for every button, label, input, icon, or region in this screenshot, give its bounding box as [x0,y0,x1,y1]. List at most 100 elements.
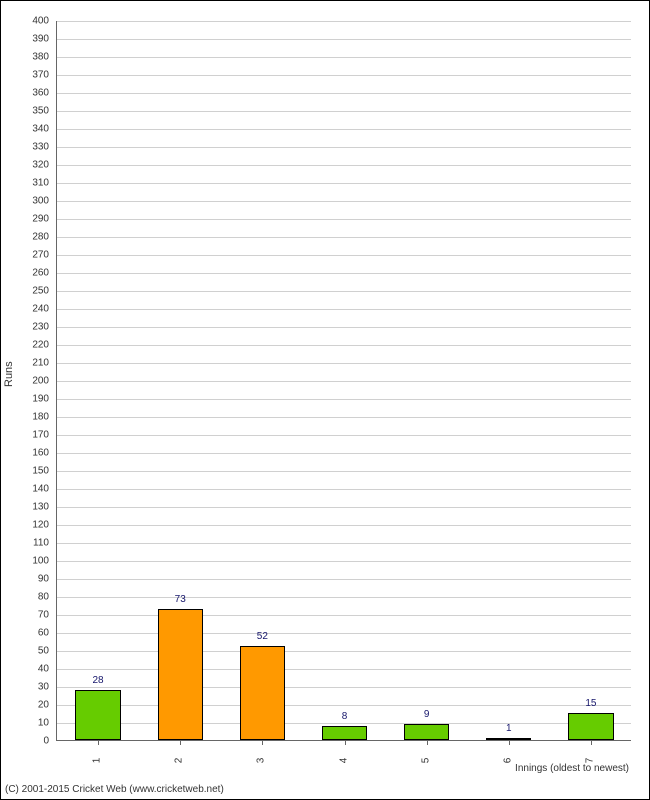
ytick-label: 10 [19,718,49,729]
gridline [57,165,631,166]
ytick-label: 350 [19,106,49,117]
gridline [57,147,631,148]
bar-value-label: 73 [175,594,186,605]
ytick-label: 210 [19,358,49,369]
ytick-label: 260 [19,268,49,279]
ytick-label: 340 [19,124,49,135]
copyright-text: (C) 2001-2015 Cricket Web (www.cricketwe… [5,784,224,795]
ytick-label: 250 [19,286,49,297]
ytick-label: 370 [19,70,49,81]
gridline [57,417,631,418]
ytick-label: 20 [19,700,49,711]
ytick-label: 30 [19,682,49,693]
gridline [57,525,631,526]
bar-value-label: 9 [424,709,430,720]
xtick-mark [98,740,99,745]
ytick-label: 400 [19,16,49,27]
gridline [57,507,631,508]
gridline [57,273,631,274]
xtick-label: 7 [584,758,595,764]
xtick-mark [427,740,428,745]
gridline [57,399,631,400]
gridline [57,183,631,184]
plot-area: 28735289115 [56,21,631,741]
ytick-label: 80 [19,592,49,603]
chart-frame: 28735289115 Runs Innings (oldest to newe… [0,0,650,800]
gridline [57,579,631,580]
ytick-label: 320 [19,160,49,171]
xtick-mark [345,740,346,745]
bar-value-label: 28 [93,675,104,686]
gridline [57,21,631,22]
xtick-label: 3 [256,758,267,764]
bar-value-label: 15 [585,698,596,709]
gridline [57,201,631,202]
bar [158,609,203,740]
gridline [57,327,631,328]
ytick-label: 150 [19,466,49,477]
bar-value-label: 8 [342,711,348,722]
gridline [57,723,631,724]
ytick-label: 310 [19,178,49,189]
gridline [57,237,631,238]
ytick-label: 360 [19,88,49,99]
xaxis-title: Innings (oldest to newest) [515,763,629,774]
ytick-label: 120 [19,520,49,531]
xtick-label: 1 [91,758,102,764]
gridline [57,705,631,706]
gridline [57,633,631,634]
gridline [57,255,631,256]
gridline [57,219,631,220]
ytick-label: 270 [19,250,49,261]
xtick-mark [591,740,592,745]
ytick-label: 40 [19,664,49,675]
gridline [57,381,631,382]
gridline [57,291,631,292]
bar [568,713,613,740]
ytick-label: 70 [19,610,49,621]
ytick-label: 190 [19,394,49,405]
ytick-label: 300 [19,196,49,207]
xtick-mark [509,740,510,745]
bar [240,646,285,740]
gridline [57,561,631,562]
gridline [57,543,631,544]
ytick-label: 60 [19,628,49,639]
ytick-label: 170 [19,430,49,441]
ytick-label: 50 [19,646,49,657]
bar [322,726,367,740]
ytick-label: 290 [19,214,49,225]
gridline [57,129,631,130]
ytick-label: 90 [19,574,49,585]
gridline [57,309,631,310]
ytick-label: 140 [19,484,49,495]
gridline [57,345,631,346]
ytick-label: 130 [19,502,49,513]
ytick-label: 200 [19,376,49,387]
ytick-label: 240 [19,304,49,315]
xtick-mark [180,740,181,745]
xtick-label: 5 [420,758,431,764]
gridline [57,57,631,58]
gridline [57,453,631,454]
ytick-label: 180 [19,412,49,423]
xtick-mark [262,740,263,745]
ytick-label: 110 [19,538,49,549]
gridline [57,363,631,364]
gridline [57,111,631,112]
gridline [57,687,631,688]
gridline [57,93,631,94]
ytick-label: 100 [19,556,49,567]
gridline [57,651,631,652]
gridline [57,471,631,472]
gridline [57,669,631,670]
ytick-label: 280 [19,232,49,243]
ytick-label: 160 [19,448,49,459]
ytick-label: 230 [19,322,49,333]
ytick-label: 390 [19,34,49,45]
gridline [57,489,631,490]
xtick-label: 2 [173,758,184,764]
bar-value-label: 52 [257,631,268,642]
xtick-label: 4 [338,758,349,764]
ytick-label: 0 [19,736,49,747]
